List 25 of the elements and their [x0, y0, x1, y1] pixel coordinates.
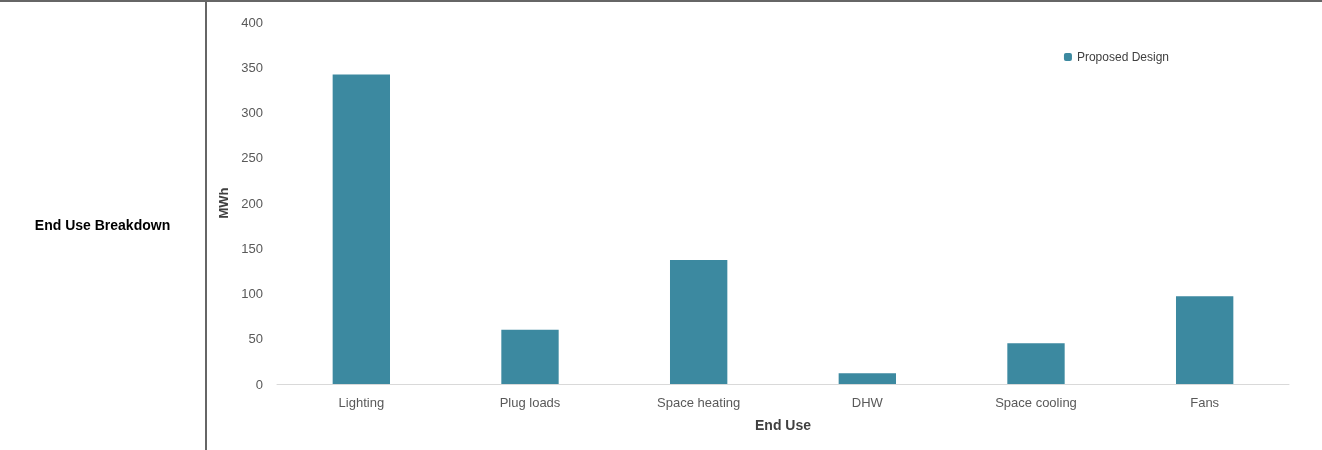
- legend-label: Proposed Design: [1076, 50, 1170, 64]
- x-tick-label: Fans: [1190, 395, 1220, 410]
- y-tick-label: 200: [241, 195, 263, 211]
- bar: [1007, 343, 1065, 384]
- x-tick-label: Lighting: [338, 395, 385, 410]
- y-tick-label: 300: [241, 105, 263, 120]
- bar: [1175, 296, 1234, 384]
- y-tick-label: 0: [255, 376, 263, 392]
- bar: [669, 260, 728, 384]
- bar: [501, 329, 559, 384]
- y-tick-label: 250: [241, 150, 263, 166]
- x-tick-label: Space cooling: [995, 395, 1077, 410]
- bar: [838, 373, 897, 384]
- text: End Use Breakdown: [33, 217, 172, 233]
- x-tick-label: Plug loads: [499, 395, 561, 410]
- x-tick-label: DHW: [851, 395, 884, 410]
- y-tick-label: 100: [241, 286, 263, 301]
- y-axis-title: MWh: [216, 187, 232, 219]
- bar: [332, 74, 391, 384]
- y-tick-label: 400: [241, 14, 263, 30]
- y-tick-label: 150: [241, 240, 263, 256]
- y-tick-label: 350: [241, 59, 263, 75]
- x-tick-label: Space heating: [657, 395, 741, 410]
- y-tick-label: 50: [248, 331, 263, 347]
- x-axis-title: End Use: [754, 417, 812, 433]
